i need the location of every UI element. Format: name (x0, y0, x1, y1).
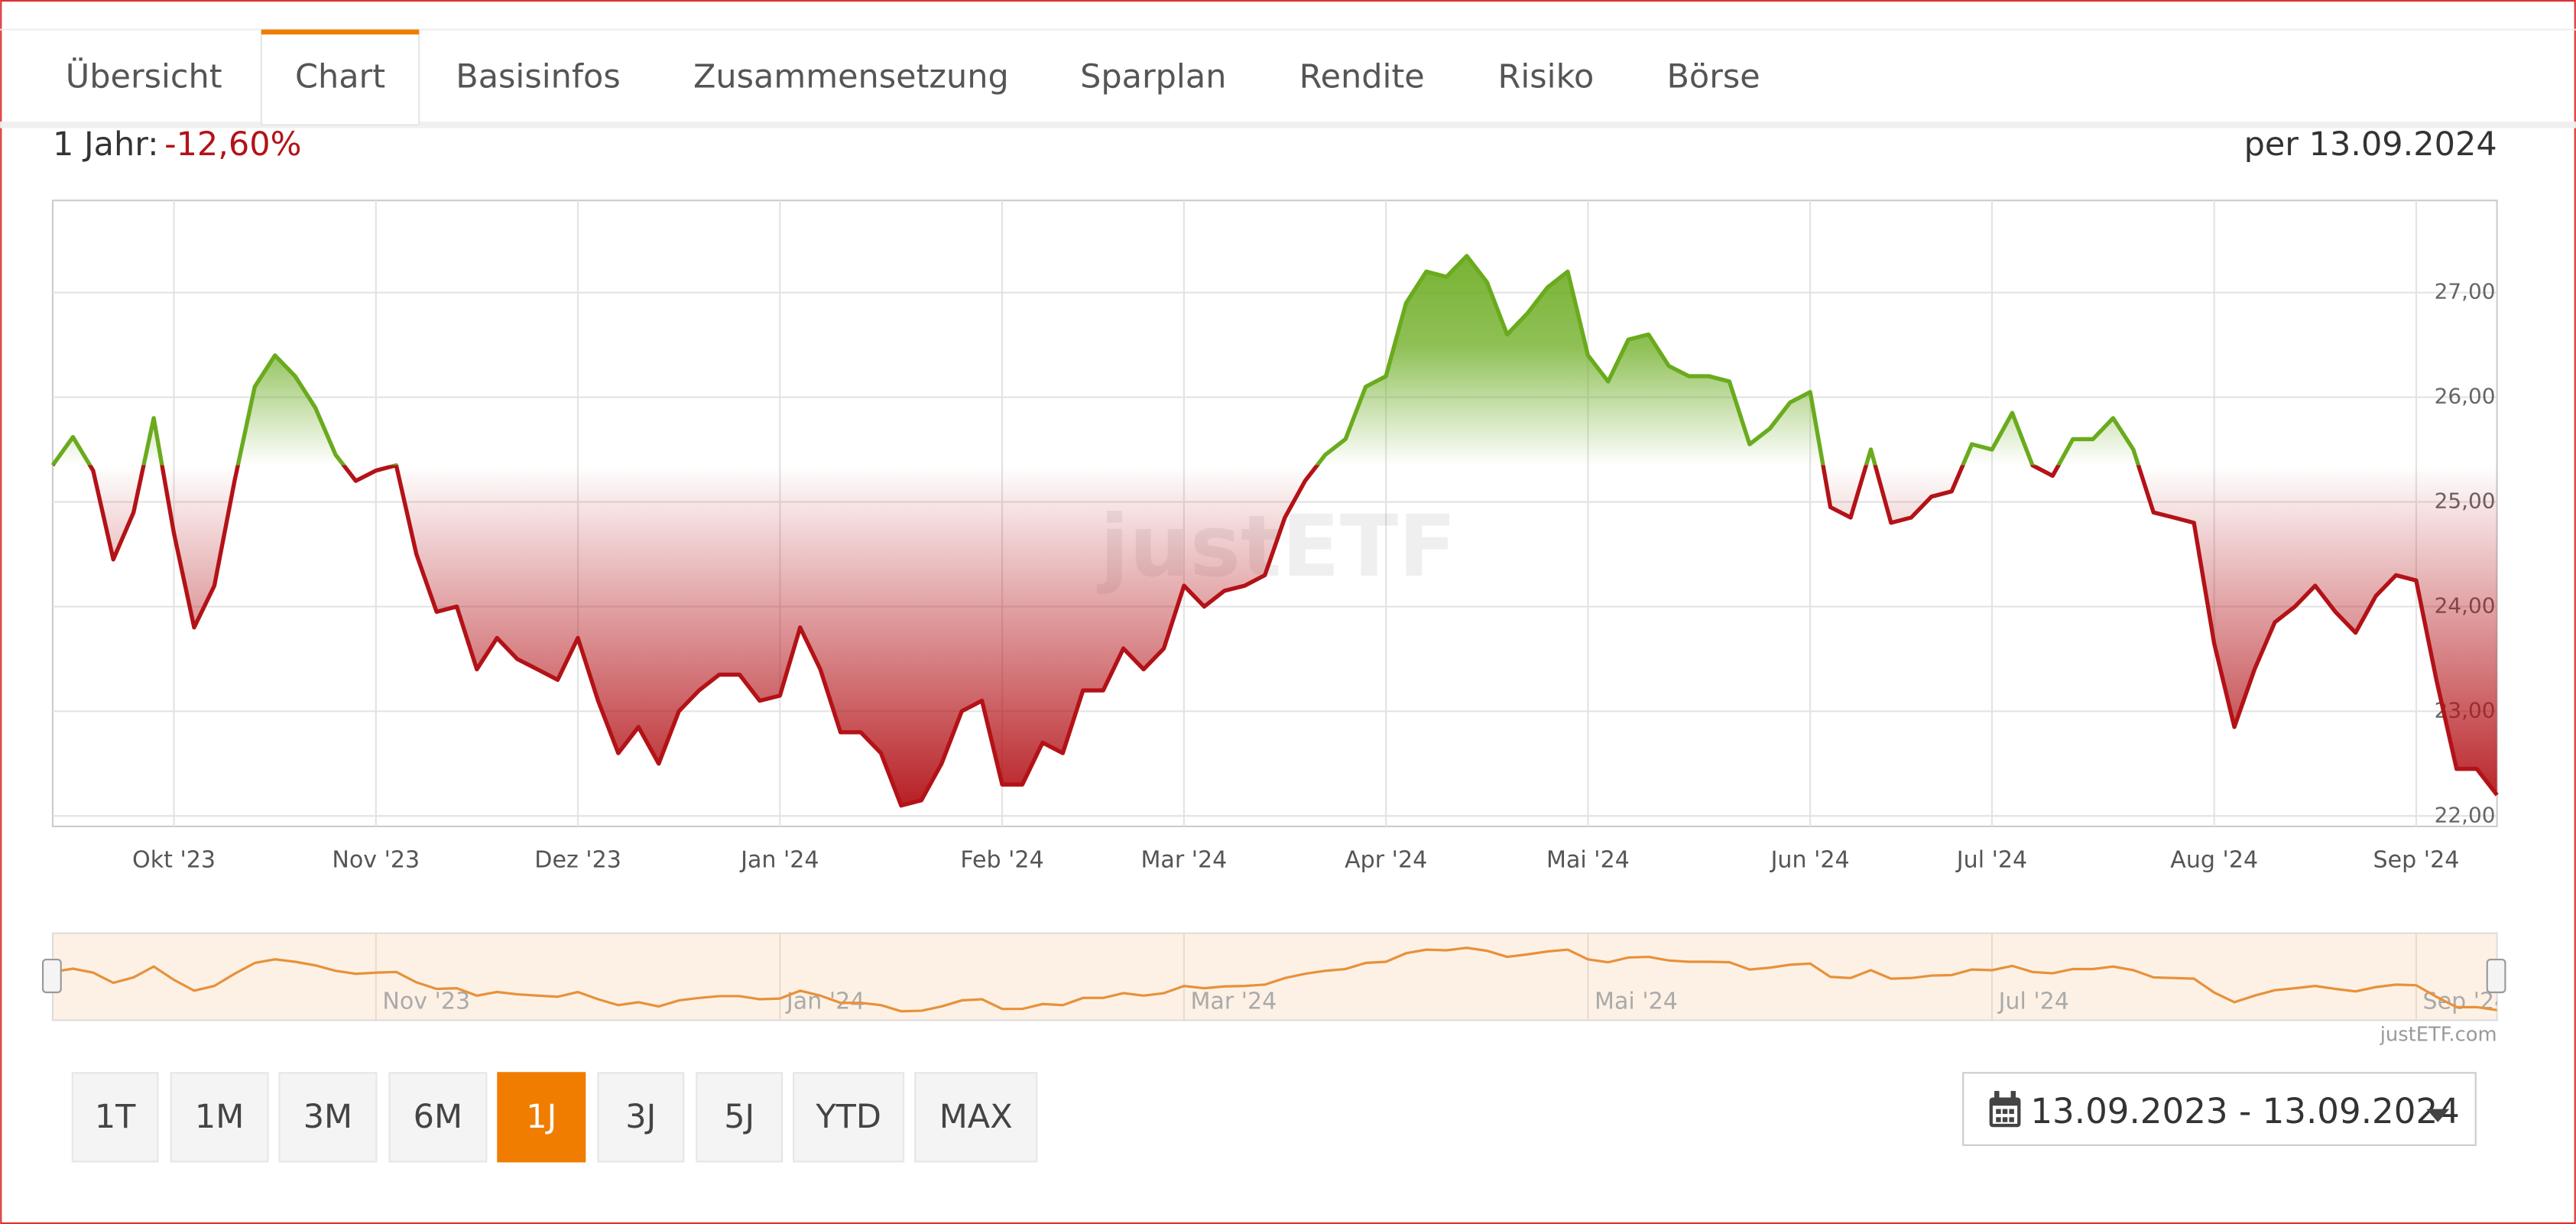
range-button-label: 1J (526, 1098, 556, 1136)
navigator-label: Sep '24 (2423, 988, 2509, 1015)
tab[interactable]: Chart (260, 28, 420, 126)
range-button-label: YTD (815, 1098, 881, 1136)
range-button[interactable]: 1T (71, 1072, 159, 1163)
range-button-bg[interactable] (793, 1072, 905, 1163)
y-tick-label: 22,00 (2435, 802, 2496, 827)
range-button-bg[interactable] (71, 1072, 159, 1163)
tab-label: Chart (295, 58, 385, 96)
price-line (50, 254, 2499, 808)
plot (50, 254, 2499, 808)
tab[interactable]: Risiko (1498, 58, 1595, 96)
x-tick-label: Jun '24 (1770, 847, 1850, 874)
y-tick-label: 26,00 (2435, 384, 2496, 409)
tab-label: Sparplan (1080, 58, 1226, 96)
x-tick-label: Feb '24 (960, 847, 1043, 874)
date-range-text: 13.09.2023 - 13.09.2024 (2030, 1091, 2460, 1131)
as-of-date: per 13.09.2024 (2244, 125, 2497, 164)
navigator-line (52, 946, 2497, 1013)
x-tick-label: Dez '23 (534, 847, 621, 874)
tab-label: Risiko (1498, 58, 1595, 96)
navigator: Nov '23 Jan '24 Mar '24 Mai '24 Jul '24 Sep '… (52, 933, 2509, 1021)
range-button-bg[interactable] (388, 1072, 488, 1163)
range-button[interactable]: 1M (170, 1072, 269, 1163)
range-button[interactable]: 6M (388, 1072, 488, 1163)
range-button-label: 1T (95, 1098, 136, 1136)
y-tick-label: 27,00 (2435, 279, 2496, 304)
range-button-bg[interactable] (914, 1072, 1038, 1163)
navigator-label: Nov '23 (382, 988, 470, 1015)
range-button-bg[interactable] (597, 1072, 685, 1163)
tab[interactable]: Übersicht (66, 57, 222, 96)
area-fill (52, 255, 2497, 806)
tab-bar: Übersicht Chart Basisinfos Zusammensetzung S… (66, 28, 1760, 126)
tab-label: Zusammensetzung (693, 58, 1009, 96)
range-button-bg[interactable] (497, 1072, 586, 1163)
x-tick-label: Mai '24 (1546, 847, 1630, 874)
range-button-bg[interactable] (170, 1072, 269, 1163)
range-button-label: 6M (414, 1098, 462, 1136)
x-tick-label: Nov '23 (332, 847, 420, 874)
tab-label: Börse (1666, 58, 1760, 96)
navigator-handle-left[interactable] (41, 958, 62, 994)
navigator-frame (51, 932, 2498, 1021)
tab[interactable]: Basisinfos (456, 58, 621, 96)
x-tick-label: Jan '24 (739, 847, 819, 874)
range-button-label: 3M (303, 1098, 352, 1136)
tab-label: Basisinfos (456, 58, 621, 96)
range-button-label: 5J (724, 1098, 754, 1136)
tab-bar-shadow (0, 122, 2576, 128)
x-tick-label: Okt '23 (132, 847, 216, 874)
x-tick-label: Jul '24 (1955, 847, 2027, 874)
performance-value: -12,60% (164, 125, 301, 164)
x-tick-label: Aug '24 (2170, 847, 2258, 874)
performance-label: 1 Jahr: (53, 125, 159, 164)
navigator-label: Mai '24 (1595, 988, 1678, 1015)
range-button[interactable]: 3J (597, 1072, 685, 1163)
calendar-icon (1989, 1090, 2021, 1128)
range-button-label: MAX (939, 1098, 1013, 1136)
range-button[interactable]: MAX (914, 1072, 1038, 1163)
date-range-picker[interactable]: 13.09.2023 - 13.09.2024 (1962, 1072, 2477, 1146)
navigator-handle-right[interactable] (2486, 958, 2506, 994)
range-button[interactable]: 5J (696, 1072, 784, 1163)
tab[interactable]: Sparplan (1080, 58, 1226, 96)
range-buttons: 1T 1M 3M 6M 1J 3J 5J YTD MAX (71, 1072, 1038, 1163)
range-button-bg[interactable] (278, 1072, 378, 1163)
range-button[interactable]: 3M (278, 1072, 378, 1163)
range-button-bg[interactable] (696, 1072, 784, 1163)
x-tick-label: Sep '24 (2373, 847, 2460, 874)
tab[interactable]: Zusammensetzung (693, 58, 1009, 96)
source: justETF.com (2380, 1023, 2497, 1046)
dropdown-caret (2426, 1109, 2450, 1122)
tab-active-indicator (261, 29, 420, 35)
range-button-label: 1M (195, 1098, 244, 1136)
tab[interactable]: Rendite (1299, 58, 1425, 96)
date-range-box[interactable] (1962, 1072, 2477, 1146)
tab[interactable]: Börse (1666, 58, 1760, 96)
x-tick-label: Mar '24 (1140, 847, 1227, 874)
range-button-label: 3J (625, 1098, 656, 1136)
range-button[interactable]: YTD (793, 1072, 905, 1163)
tab-label: Rendite (1299, 58, 1425, 96)
x-tick-label: Apr '24 (1345, 847, 1427, 874)
range-button[interactable]: 1J (497, 1072, 586, 1163)
navigator-label: Mar '24 (1190, 988, 1277, 1015)
tab-active-bg (260, 28, 420, 126)
tab-label: Übersicht (66, 57, 222, 96)
navigator-label: Jul '24 (1997, 988, 2069, 1015)
